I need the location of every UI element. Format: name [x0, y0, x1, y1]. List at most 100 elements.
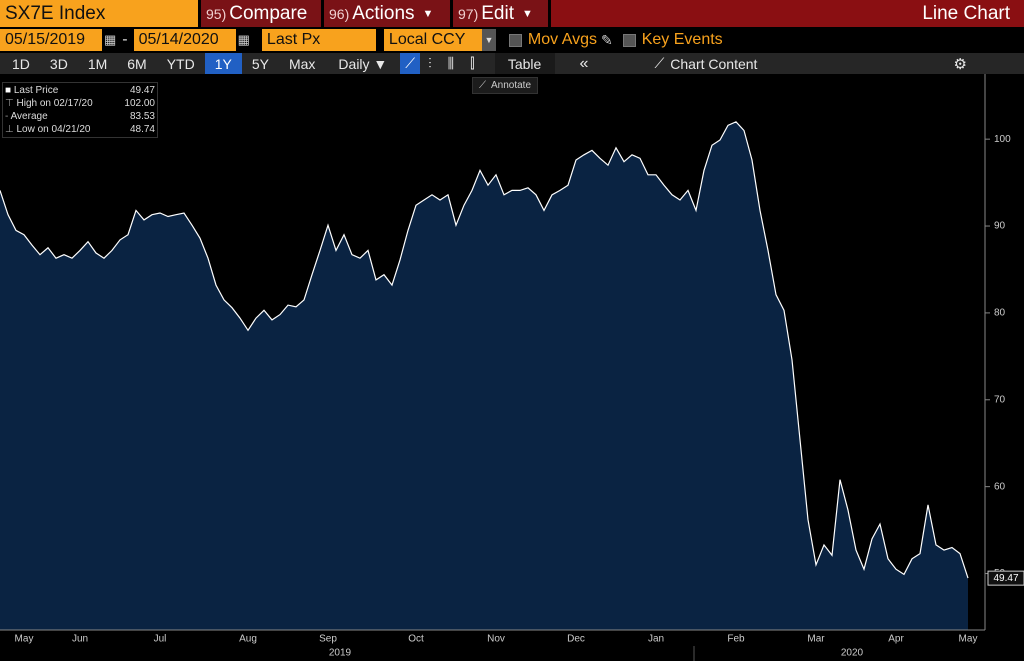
x-tick-label: Mar — [807, 634, 825, 645]
annotate-icon: ⟋ — [478, 80, 486, 91]
x-tick-label: May — [959, 634, 978, 645]
table-label: Table — [507, 55, 542, 72]
key-events-label: Key Events — [641, 31, 723, 48]
legend-value: 49.47 — [129, 85, 155, 96]
legend-value: 83.53 — [129, 111, 155, 122]
x-tick-label: Jun — [72, 634, 88, 645]
period-buttons: 1D 3D 1M 6M YTD 1Y 5Y Max — [2, 53, 325, 74]
legend-row: ⊥ Low on 04/21/20 48.74 — [5, 123, 155, 136]
checkbox[interactable] — [622, 33, 636, 47]
legend-entry: - Average — [5, 110, 48, 123]
x-tick-label: Nov — [487, 634, 505, 645]
legend-value: 48.74 — [129, 124, 155, 135]
table-button[interactable]: Table — [494, 53, 555, 74]
legend-icon: ⊥ — [5, 124, 17, 135]
legend-icon: - — [5, 111, 11, 122]
bar-icon[interactable]: ⫶ — [428, 55, 432, 71]
year-label: 2020 — [841, 648, 864, 659]
currency-dropdown[interactable]: ▼ — [481, 29, 496, 51]
legend-icon: ⊤ — [5, 98, 17, 109]
legend-label: Last Price — [13, 85, 59, 96]
chart-type: Line Chart — [551, 0, 1024, 27]
compare-button[interactable]: 95) Compare — [201, 0, 321, 27]
period-button[interactable]: 6M — [127, 55, 147, 72]
chart-content-icon: ⟋ — [654, 55, 665, 71]
chart-type-label: Line Chart — [922, 2, 1010, 24]
area — [0, 121, 968, 631]
collapse-button[interactable]: « — [579, 54, 589, 72]
last-value-label: 49.47 — [993, 573, 1018, 584]
settings-button[interactable]: ⚙ — [953, 55, 967, 73]
annotate-button[interactable]: ⟋ Annotate — [472, 77, 538, 94]
x-tick-label: Jan — [648, 634, 664, 645]
x-tick-label: Oct — [408, 634, 424, 645]
field-select[interactable]: Last Px — [261, 29, 376, 51]
period-button[interactable]: 5Y — [251, 55, 269, 72]
period-button[interactable]: Max — [288, 55, 316, 72]
legend-entry: ⊥ Low on 04/21/20 — [5, 123, 90, 136]
button-label: Edit — [481, 2, 514, 24]
period-button[interactable]: 3D — [49, 55, 68, 72]
date-separator: - — [122, 31, 128, 48]
frequency-label: Daily — [338, 55, 370, 72]
chart: 506070809010049.47MayJunJulAugSepOctNovD… — [0, 74, 1024, 661]
y-tick-label: 80 — [994, 308, 1006, 319]
y-tick-label: 60 — [994, 481, 1006, 492]
x-tick-label: Aug — [239, 634, 257, 645]
chart-content-button[interactable]: ⟋ Chart Content — [645, 53, 766, 74]
legend-entry: ⊤ High on 02/17/20 — [5, 97, 93, 110]
legend-icon: ■ — [5, 85, 14, 96]
calendar-icon[interactable]: ▦ — [104, 32, 117, 47]
legend: ■ Last Price 49.47 ⊤ High on 02/17/20 102.0… — [2, 82, 158, 138]
period-bar: 1D 3D 1M 6M YTD 1Y 5Y Max Daily ▼ ⟋ ⫶ ⫼ ⫿ Table… — [0, 53, 1024, 74]
title-bar: SX7E Index 95) Compare 96) Actions ▼ 97) Edi… — [0, 0, 1024, 27]
period-button[interactable]: 1M — [87, 55, 108, 72]
legend-label: High on 02/17/20 — [16, 98, 93, 109]
ticker-field[interactable]: SX7E Index — [0, 0, 198, 27]
calendar-icon[interactable]: ▦ — [237, 32, 250, 47]
y-tick-label: 90 — [994, 221, 1006, 232]
currency-select[interactable]: Local CCY — [383, 29, 482, 51]
x-tick-label: Jul — [154, 634, 167, 645]
button-label: Compare — [229, 2, 308, 24]
frequency-select[interactable]: Daily ▼ — [338, 55, 388, 72]
chart-content-label: Chart Content — [670, 55, 758, 72]
line-icon[interactable]: ⟋ — [400, 53, 421, 74]
button-number: 96) — [329, 5, 350, 22]
edit-button[interactable]: 97) Edit ▼ — [453, 0, 548, 27]
ohlc-icon[interactable]: ⫿ — [470, 55, 475, 71]
legend-value: 102.00 — [124, 98, 155, 109]
period-button[interactable]: 1D — [12, 55, 30, 72]
last-value-tag — [987, 570, 1024, 586]
legend-entry: ■ Last Price — [5, 84, 58, 97]
mov-avgs-label: Mov Avgs — [527, 31, 597, 48]
legend-row: ⊤ High on 02/17/20 102.00 — [5, 97, 155, 110]
x-tick-label: Sep — [319, 634, 337, 645]
legend-label: Low on 04/21/20 — [16, 124, 91, 135]
end-date[interactable]: 05/14/2020 — [133, 29, 236, 51]
legend-row: - Average 83.53 — [5, 110, 155, 123]
start-date[interactable]: 05/15/2019 — [0, 29, 102, 51]
checkbox[interactable] — [508, 33, 522, 47]
annotate-label: Annotate — [490, 80, 532, 91]
y-tick-label: 70 — [994, 394, 1006, 405]
period-button[interactable]: 1Y — [204, 53, 242, 74]
dropdown-arrow: ▼ — [521, 7, 533, 20]
x-tick-label: Dec — [567, 634, 585, 645]
legend-label: Average — [10, 111, 48, 122]
legend-row: ■ Last Price 49.47 — [5, 84, 155, 97]
x-tick-label: Apr — [888, 634, 904, 645]
pencil-icon[interactable]: ✎ — [601, 31, 613, 48]
price-line — [0, 121, 969, 579]
year-label: 2019 — [329, 648, 352, 659]
actions-button[interactable]: 96) Actions ▼ — [324, 0, 450, 27]
button-number: 97) — [458, 5, 479, 22]
x-tick-label: Feb — [727, 634, 745, 645]
period-button[interactable]: YTD — [166, 55, 195, 72]
button-number: 95) — [206, 5, 227, 22]
input-bar: 05/15/2019 ▦ - 05/14/2020 ▦ Last Px Loca… — [0, 29, 1024, 51]
candle-icon[interactable]: ⫼ — [447, 55, 455, 71]
button-label: Actions — [352, 2, 415, 24]
x-tick-label: May — [15, 634, 34, 645]
